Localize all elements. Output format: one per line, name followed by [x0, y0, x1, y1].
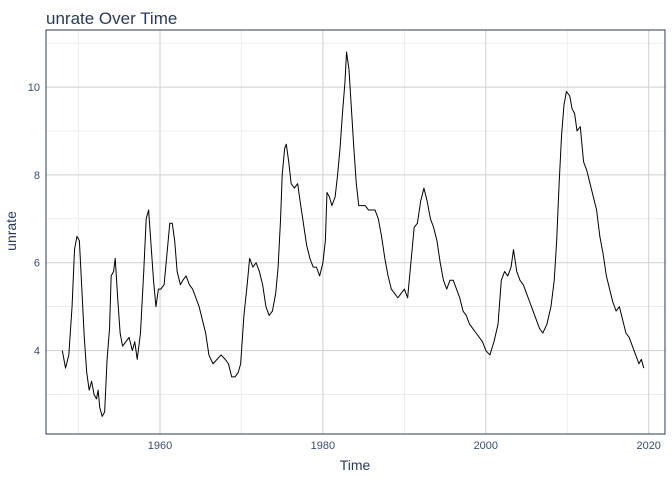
y-axis-title: unrate: [3, 211, 19, 251]
plot-panel-border: [45, 29, 666, 435]
y-axis-ticks: 4 6 8 10: [28, 82, 40, 357]
y-tick-label: 10: [28, 82, 40, 94]
x-tick-label: 2020: [636, 440, 660, 452]
chart-title: unrate Over Time: [46, 9, 177, 28]
y-tick-label: 6: [34, 258, 40, 270]
y-tick-label: 8: [34, 170, 40, 182]
x-tick-label: 1960: [148, 440, 172, 452]
grid: [46, 30, 665, 434]
x-axis-title: Time: [340, 457, 371, 473]
x-tick-label: 1980: [311, 440, 335, 452]
x-axis-ticks: 1960 1980 2000 2020: [148, 440, 661, 452]
series-line-0: [61, 51, 645, 417]
y-tick-label: 4: [34, 346, 40, 358]
series-layer: [61, 51, 645, 417]
x-tick-label: 2000: [474, 440, 498, 452]
